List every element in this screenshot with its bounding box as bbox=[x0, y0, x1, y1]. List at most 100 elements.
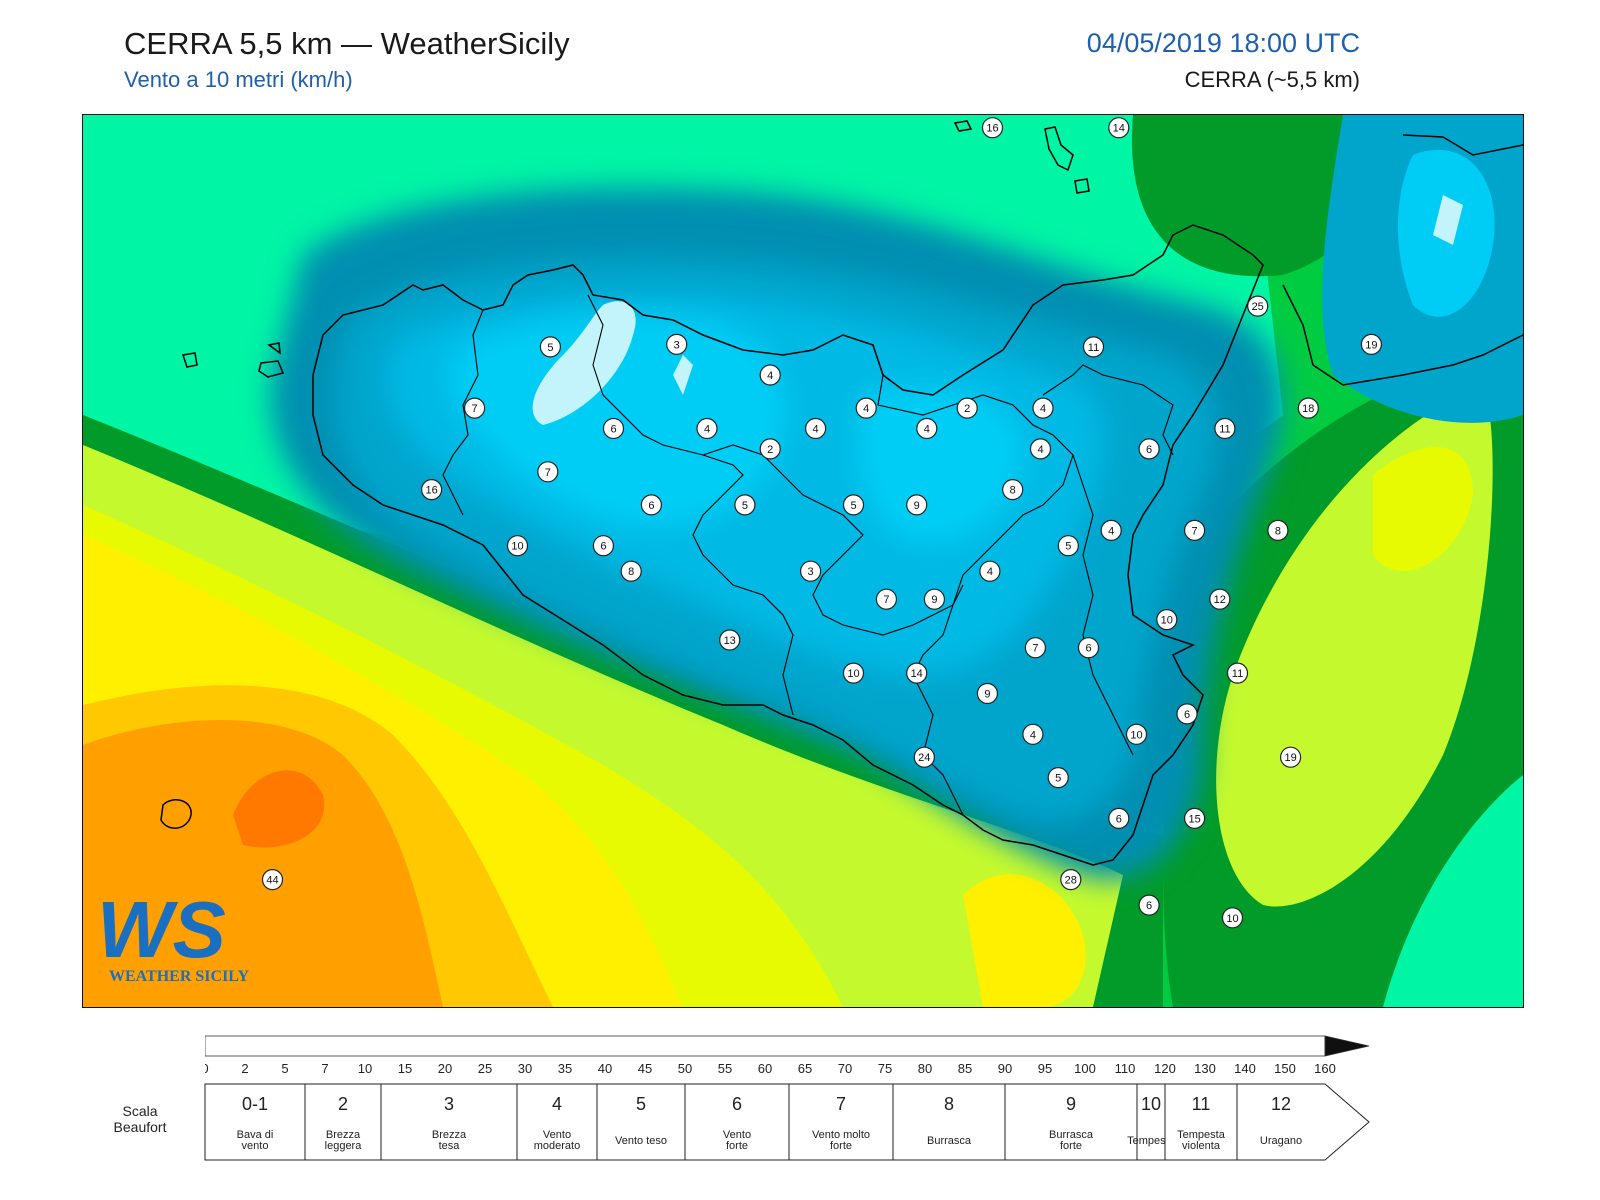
station-value: 9 bbox=[931, 594, 937, 606]
station-value: 13 bbox=[724, 635, 736, 647]
station-marker: 5 bbox=[1047, 766, 1069, 789]
station-value: 4 bbox=[1030, 729, 1036, 741]
colorbar-tick: 120 bbox=[1154, 1061, 1176, 1076]
beaufort-name: Tempesta bbox=[1127, 1135, 1176, 1147]
station-circle bbox=[1060, 868, 1082, 891]
beaufort-name: Brezza leggera bbox=[325, 1129, 363, 1152]
station-marker: 3 bbox=[799, 560, 822, 582]
station-value: 4 bbox=[813, 424, 819, 436]
beaufort-name: Vento moderato bbox=[534, 1129, 580, 1152]
station-marker: 5 bbox=[842, 494, 865, 516]
station-marker: 15 bbox=[1183, 807, 1206, 830]
station-marker: 28 bbox=[1060, 868, 1082, 891]
station-marker: 2 bbox=[759, 438, 781, 460]
station-circle bbox=[602, 417, 625, 440]
station-value: 6 bbox=[1146, 900, 1152, 912]
station-circle bbox=[906, 662, 928, 684]
station-marker: 19 bbox=[1279, 746, 1302, 768]
colorbar-tick: 90 bbox=[998, 1061, 1012, 1076]
station-marker: 14 bbox=[1108, 117, 1130, 139]
station-marker: 4 bbox=[979, 560, 1001, 582]
station-marker: 11 bbox=[1214, 417, 1236, 440]
beaufort-class: 3 Brezza tesa bbox=[380, 1083, 518, 1161]
station-marker: 6 bbox=[1108, 807, 1130, 830]
station-value: 2 bbox=[767, 444, 773, 456]
colorbar-tick: 15 bbox=[398, 1061, 412, 1076]
station-marker: 5 bbox=[539, 336, 561, 358]
station-value: 14 bbox=[911, 668, 923, 680]
station-circle bbox=[799, 560, 822, 582]
station-marker: 6 bbox=[1176, 703, 1198, 725]
colorbar-tick: 0 bbox=[205, 1061, 209, 1076]
station-marker: 4 bbox=[916, 417, 938, 440]
colorbar-tick: 65 bbox=[798, 1061, 812, 1076]
station-value: 4 bbox=[767, 370, 773, 382]
station-marker: 4 bbox=[1022, 723, 1044, 745]
station-circle bbox=[1138, 438, 1160, 460]
station-value: 2 bbox=[964, 403, 970, 415]
station-circle bbox=[1214, 417, 1236, 440]
wind-field bbox=[83, 115, 1523, 1007]
beaufort-name: Vento teso bbox=[615, 1135, 667, 1147]
station-value: 9 bbox=[984, 689, 990, 701]
colorbar-tick: 110 bbox=[1115, 1061, 1136, 1076]
colorbar-tick: 50 bbox=[678, 1061, 692, 1076]
station-value: 10 bbox=[511, 541, 523, 553]
colorbar-tick: 25 bbox=[478, 1061, 492, 1076]
station-marker: 8 bbox=[1267, 519, 1289, 541]
station-marker: 9 bbox=[976, 682, 999, 705]
station-circle bbox=[1279, 746, 1302, 768]
station-value: 5 bbox=[742, 500, 748, 512]
station-value: 44 bbox=[266, 875, 278, 887]
station-circle bbox=[913, 746, 935, 768]
station-value: 7 bbox=[1192, 525, 1198, 537]
beaufort-number: 3 bbox=[444, 1094, 454, 1114]
beaufort-name: Burrasca forte bbox=[1049, 1129, 1094, 1152]
station-marker: 6 bbox=[1077, 637, 1100, 659]
station-marker: 4 bbox=[759, 364, 781, 386]
station-circle bbox=[1226, 662, 1249, 684]
station-circle bbox=[734, 494, 756, 516]
station-value: 6 bbox=[1116, 813, 1122, 825]
station-circle bbox=[666, 333, 688, 355]
colorbar-frame bbox=[204, 1035, 1326, 1057]
station-value: 11 bbox=[1219, 424, 1230, 436]
colorbar-tick: 130 bbox=[1194, 1061, 1216, 1076]
colorbar-tick: 100 bbox=[1074, 1061, 1096, 1076]
station-value: 3 bbox=[808, 566, 814, 578]
station-circle bbox=[842, 662, 865, 684]
station-value: 16 bbox=[425, 485, 437, 497]
beaufort-class: 12 Uragano bbox=[1236, 1083, 1370, 1161]
station-marker: 7 bbox=[1183, 519, 1206, 541]
station-circle bbox=[1267, 519, 1289, 541]
station-marker: 8 bbox=[620, 560, 642, 582]
station-circle bbox=[906, 494, 928, 516]
station-value: 18 bbox=[1302, 403, 1314, 415]
station-value: 6 bbox=[610, 424, 616, 436]
station-circle bbox=[1100, 519, 1122, 541]
station-marker: 12 bbox=[1209, 588, 1231, 610]
station-marker: 6 bbox=[602, 417, 625, 440]
colorbar-tick: 10 bbox=[358, 1061, 372, 1076]
station-circle bbox=[1077, 637, 1100, 659]
station-circle bbox=[1032, 397, 1054, 419]
station-marker: 16 bbox=[421, 479, 443, 501]
station-marker: 18 bbox=[1297, 397, 1319, 419]
station-marker: 4 bbox=[804, 417, 827, 440]
station-value: 4 bbox=[704, 424, 710, 436]
beaufort-class: 2 Brezza leggera bbox=[304, 1083, 382, 1161]
colorbar-tick: 30 bbox=[518, 1061, 532, 1076]
station-value: 4 bbox=[1108, 525, 1114, 537]
beaufort-number: 11 bbox=[1192, 1094, 1211, 1114]
station-circle bbox=[421, 479, 443, 501]
weathersicily-logo: WS WEATHER SICILY bbox=[97, 885, 249, 985]
station-value: 6 bbox=[1085, 643, 1091, 655]
valid-datetime: 04/05/2019 18:00 UTC bbox=[1086, 28, 1360, 58]
station-marker: 5 bbox=[734, 494, 756, 516]
station-value: 3 bbox=[674, 339, 680, 351]
colorbar-arrow bbox=[1324, 1035, 1370, 1057]
station-marker: 9 bbox=[906, 494, 928, 516]
color-bar: 0257101520253035404550556065707580859095… bbox=[201, 1034, 1405, 1081]
station-value: 28 bbox=[1065, 875, 1077, 887]
colorbar-tick: 5 bbox=[281, 1061, 288, 1076]
